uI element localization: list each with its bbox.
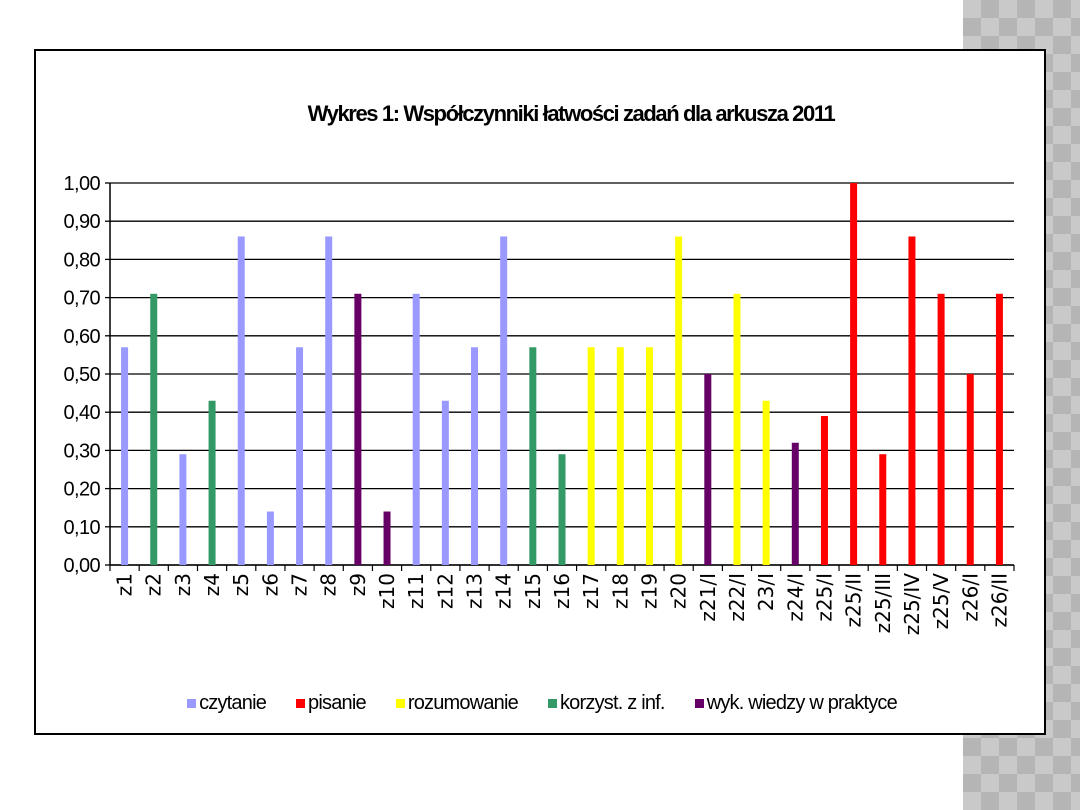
legend-label: korzyst. z inf.: [559, 692, 666, 714]
x-tick-label: z22/I: [725, 573, 749, 622]
x-tick-label: z19: [637, 573, 661, 609]
bar-z17: [587, 347, 595, 565]
y-tick-label: 0,90: [63, 211, 100, 233]
bar-z1: [121, 347, 129, 565]
bar-z14: [500, 236, 508, 566]
x-tick-label: z1: [113, 573, 137, 596]
bar-z2: [150, 293, 158, 565]
legend-label: czytanie: [199, 692, 267, 714]
bar-z9: [354, 293, 362, 565]
x-tick-label: z5: [229, 573, 253, 596]
x-tick-label: z14: [492, 573, 516, 609]
x-tick-label: z9: [346, 573, 370, 596]
bar-z24-I: [791, 442, 799, 565]
x-tick-label: z17: [579, 573, 603, 609]
bar-z26-II: [995, 293, 1003, 565]
y-tick-label: 0,70: [63, 288, 100, 310]
bar-z3: [179, 454, 187, 565]
y-tick-label: 0,60: [63, 326, 100, 348]
x-tick-label: z26/I: [958, 573, 982, 622]
bar-z5: [237, 236, 245, 566]
y-tick-label: 0,00: [63, 555, 100, 577]
x-tick-label: z18: [608, 573, 632, 609]
legend-item: pisanie: [296, 692, 367, 715]
x-tick-label: z15: [521, 573, 545, 609]
legend-swatch: [694, 699, 704, 708]
x-tick-label: z4: [200, 573, 224, 596]
x-tick-label: z25/III: [871, 573, 895, 633]
legend-label: pisanie: [308, 692, 367, 714]
bar-z18: [616, 347, 624, 565]
bar-z22-I: [733, 293, 741, 565]
y-tick-label: 1,00: [63, 173, 100, 195]
bar-chart: 0,00 0,10 0,20 0,30 0,40 0,50 0,60 0,70 0,80 0,90…: [63, 173, 1015, 636]
x-tick-label: z7: [288, 573, 312, 596]
bar-z19: [645, 347, 653, 565]
bar-23-I: [762, 400, 770, 565]
bar-z25-III: [879, 454, 887, 565]
x-tick-label: z25/I: [812, 573, 836, 622]
x-tick-label: z3: [171, 573, 195, 596]
y-tick-label: 0,30: [63, 440, 100, 462]
x-tick-label: 23/I: [754, 573, 778, 611]
x-tick-label: z11: [404, 573, 428, 609]
x-tick-label: z12: [433, 573, 457, 609]
legend-item: czytanie: [187, 692, 267, 715]
bar-z25-V: [937, 293, 945, 565]
x-tick-label: z20: [667, 573, 691, 609]
bar-z21-I: [704, 374, 712, 565]
bar-z13: [471, 347, 479, 565]
legend-item: rozumowanie: [395, 692, 519, 715]
x-tick-label: z16: [550, 573, 574, 609]
legend-label: wyk. wiedzy w praktyce: [706, 692, 898, 714]
bar-z25-I: [820, 416, 828, 565]
legend-label: rozumowanie: [407, 692, 519, 714]
legend-item: wyk. wiedzy w praktyce: [694, 692, 898, 715]
y-tick-label: 0,20: [63, 479, 100, 501]
y-tick-label: 0,40: [63, 402, 100, 424]
chart-frame: Wykres 1: Współczynniki łatwości zadań d…: [34, 49, 1046, 735]
y-tick-label: 0,80: [63, 249, 100, 271]
bar-z12: [441, 400, 449, 565]
bar-z20: [675, 236, 683, 566]
x-tick-label: z2: [142, 573, 166, 596]
x-tick-label: z25/V: [929, 573, 953, 630]
x-tick-label: z13: [463, 573, 487, 609]
x-tick-label: z6: [258, 573, 282, 596]
chart-legend: czytanie pisanie rozumowanie korzyst. z inf…: [36, 692, 1048, 715]
bar-z6: [266, 511, 274, 565]
bar-z4: [208, 400, 216, 565]
x-tick-label: z25/II: [842, 573, 866, 627]
x-tick-label: z26/II: [987, 573, 1011, 627]
bar-z15: [529, 347, 537, 565]
x-tick-label: z10: [375, 573, 399, 609]
y-tick-label: 0,10: [63, 517, 100, 539]
legend-swatch: [187, 699, 197, 708]
x-tick-label: z25/IV: [900, 573, 924, 636]
bar-z10: [383, 511, 391, 565]
bar-z11: [412, 293, 420, 565]
y-tick-label: 0,50: [63, 364, 100, 386]
bar-z26-I: [966, 374, 974, 565]
x-tick-label: z24/I: [783, 573, 807, 622]
bar-z8: [325, 236, 333, 566]
legend-swatch: [395, 699, 405, 708]
legend-swatch: [547, 699, 557, 708]
bar-z25-IV: [908, 236, 916, 566]
legend-swatch: [296, 699, 306, 708]
chart-title: Wykres 1: Współczynniki łatwości zadań d…: [307, 101, 836, 126]
bar-z25-II: [850, 183, 858, 565]
legend-item: korzyst. z inf.: [547, 692, 666, 715]
x-tick-label: z21/I: [696, 573, 720, 622]
bar-z16: [558, 454, 566, 565]
x-tick-label: z8: [317, 573, 341, 596]
bar-z7: [296, 347, 304, 565]
